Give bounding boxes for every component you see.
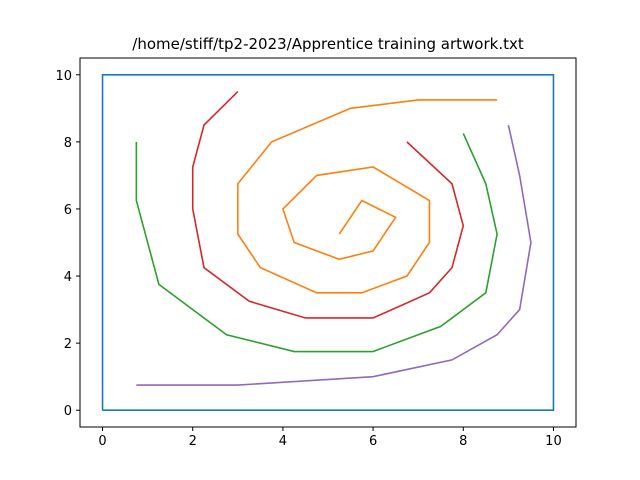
y-tick-label: 2 xyxy=(64,337,72,352)
y-tick-label: 4 xyxy=(64,270,72,285)
axes-frame xyxy=(79,57,577,428)
y-tick-label: 0 xyxy=(64,404,72,419)
y-tick-label: 8 xyxy=(64,136,72,151)
ticks-layer: 0 2 4 6 8 10 0 2 4 6 8 10 xyxy=(55,69,561,449)
x-tick-label: 2 xyxy=(189,434,197,449)
x-tick-label: 10 xyxy=(545,434,562,449)
y-tick-label: 10 xyxy=(55,69,72,84)
series-line-2 xyxy=(237,99,498,294)
x-tick-label: 8 xyxy=(459,434,467,449)
y-tick-label: 6 xyxy=(64,203,72,218)
series-layer xyxy=(101,73,555,412)
x-tick-label: 6 xyxy=(369,434,377,449)
series-line-1 xyxy=(101,73,555,412)
x-tick-label: 0 xyxy=(98,434,106,449)
chart-title: /home/stiff/tp2-2023/Apprentice training… xyxy=(132,35,524,53)
series-line-5 xyxy=(136,124,532,386)
series-line-4 xyxy=(191,90,465,319)
x-tick-label: 4 xyxy=(279,434,287,449)
series-line-3 xyxy=(135,133,498,353)
